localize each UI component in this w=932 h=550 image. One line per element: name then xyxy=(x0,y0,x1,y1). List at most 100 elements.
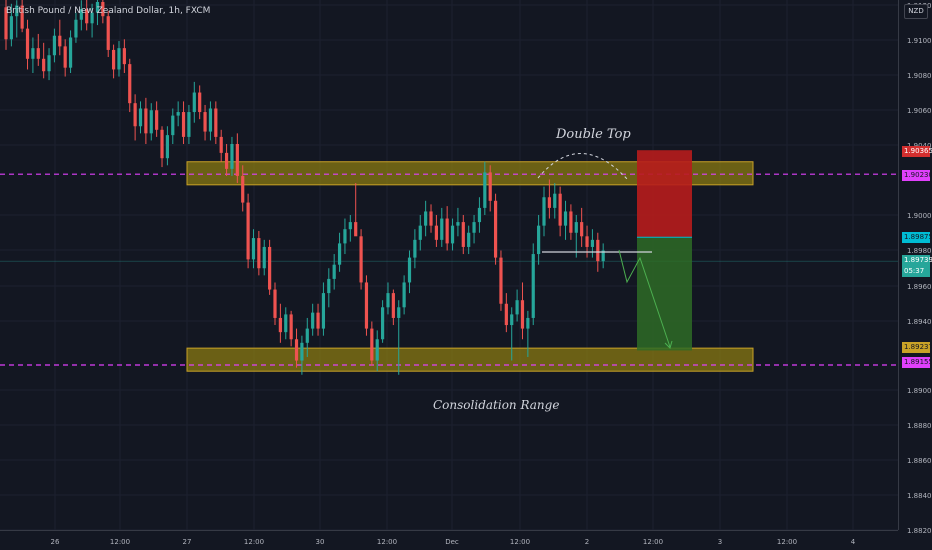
candle-body xyxy=(246,202,250,260)
support-zone xyxy=(186,347,754,372)
candle-body xyxy=(219,136,223,153)
x-tick-label: Dec xyxy=(445,538,459,546)
candle-body xyxy=(68,37,73,68)
candle-body xyxy=(101,1,105,17)
x-tick-label: 12:00 xyxy=(510,538,530,546)
candle xyxy=(138,101,143,134)
short-position-tool[interactable] xyxy=(637,150,692,351)
candle xyxy=(58,19,62,56)
candle xyxy=(155,101,159,137)
candle-body xyxy=(52,35,57,56)
candle xyxy=(397,300,401,375)
candle xyxy=(15,0,19,38)
candle-body xyxy=(504,303,508,326)
take-profit-area xyxy=(637,237,692,351)
candle xyxy=(434,215,438,247)
candle xyxy=(20,0,24,33)
candle-body xyxy=(149,110,153,134)
candle xyxy=(9,3,13,47)
candle-body xyxy=(273,289,277,318)
candle xyxy=(332,254,336,290)
candle-body xyxy=(542,197,546,226)
y-tick-label: 1.88800 xyxy=(907,422,932,430)
candle-body xyxy=(337,243,342,265)
candle-body xyxy=(440,218,444,240)
candle-body xyxy=(569,211,573,233)
candle xyxy=(68,30,73,73)
candle xyxy=(241,165,245,212)
candle-body xyxy=(241,175,245,203)
candle xyxy=(467,225,471,255)
candle xyxy=(520,282,525,340)
candle-body xyxy=(424,211,428,226)
candle xyxy=(504,293,508,333)
candle-body xyxy=(144,108,148,134)
candle-body xyxy=(31,48,35,59)
candle xyxy=(364,275,369,336)
candle xyxy=(381,300,385,343)
candle-body xyxy=(467,232,471,247)
x-tick-label: 4 xyxy=(851,538,856,546)
candle xyxy=(219,129,223,162)
candle-body xyxy=(289,314,293,340)
candle-body xyxy=(112,49,116,70)
candle-body xyxy=(257,238,261,269)
candle-body xyxy=(397,307,401,318)
candle-body xyxy=(214,108,218,137)
candle-body xyxy=(224,152,229,169)
candle-body xyxy=(305,328,309,343)
candle-body xyxy=(445,218,449,244)
candle xyxy=(515,289,519,322)
symbol-title[interactable]: British Pound / New Zealand Dollar, 1h, … xyxy=(6,6,211,16)
candle xyxy=(542,186,546,237)
candle xyxy=(208,101,213,141)
y-tick-label: 1.89800 xyxy=(907,247,932,255)
double-top-arc xyxy=(537,153,629,181)
candle-body xyxy=(483,172,487,208)
candle xyxy=(79,0,83,31)
candle xyxy=(284,307,288,340)
currency-label[interactable]: NZD xyxy=(904,4,928,19)
candle xyxy=(31,37,35,73)
candle-body xyxy=(493,200,498,258)
x-tick-label: 2 xyxy=(585,538,589,546)
candle xyxy=(294,328,299,368)
candle-body xyxy=(294,339,299,361)
candle-body xyxy=(429,211,433,226)
candle xyxy=(63,39,67,77)
candle xyxy=(386,282,390,315)
candle xyxy=(537,215,541,265)
candle-body xyxy=(284,314,288,333)
candle-body xyxy=(456,222,460,226)
candle xyxy=(149,103,153,141)
candle-body xyxy=(381,307,385,340)
candle-body xyxy=(547,197,551,208)
candle xyxy=(590,229,595,258)
stop-loss-area xyxy=(637,150,692,238)
candle-body xyxy=(171,115,175,136)
candle-body xyxy=(79,9,83,20)
projected-path xyxy=(618,249,671,348)
candle xyxy=(305,317,309,357)
candle-body xyxy=(198,92,202,113)
candle-body xyxy=(477,207,482,223)
candle-body xyxy=(580,222,584,237)
candle-body xyxy=(364,282,369,329)
price-zones xyxy=(0,161,898,372)
candle xyxy=(262,239,266,276)
x-tick-label: 26 xyxy=(51,538,60,546)
entry-price-tag: 1.89875 xyxy=(902,232,932,243)
candle xyxy=(440,207,444,247)
candle-body xyxy=(558,193,562,226)
stop-price-tag: 1.90365 xyxy=(902,146,932,157)
candle xyxy=(176,101,180,127)
candle xyxy=(257,230,261,276)
candle xyxy=(445,206,449,251)
candle xyxy=(348,215,352,242)
candle xyxy=(402,275,406,315)
candle xyxy=(106,10,110,58)
y-tick-label: 1.90800 xyxy=(907,72,932,80)
candle xyxy=(187,104,191,144)
candle-body xyxy=(85,9,89,24)
